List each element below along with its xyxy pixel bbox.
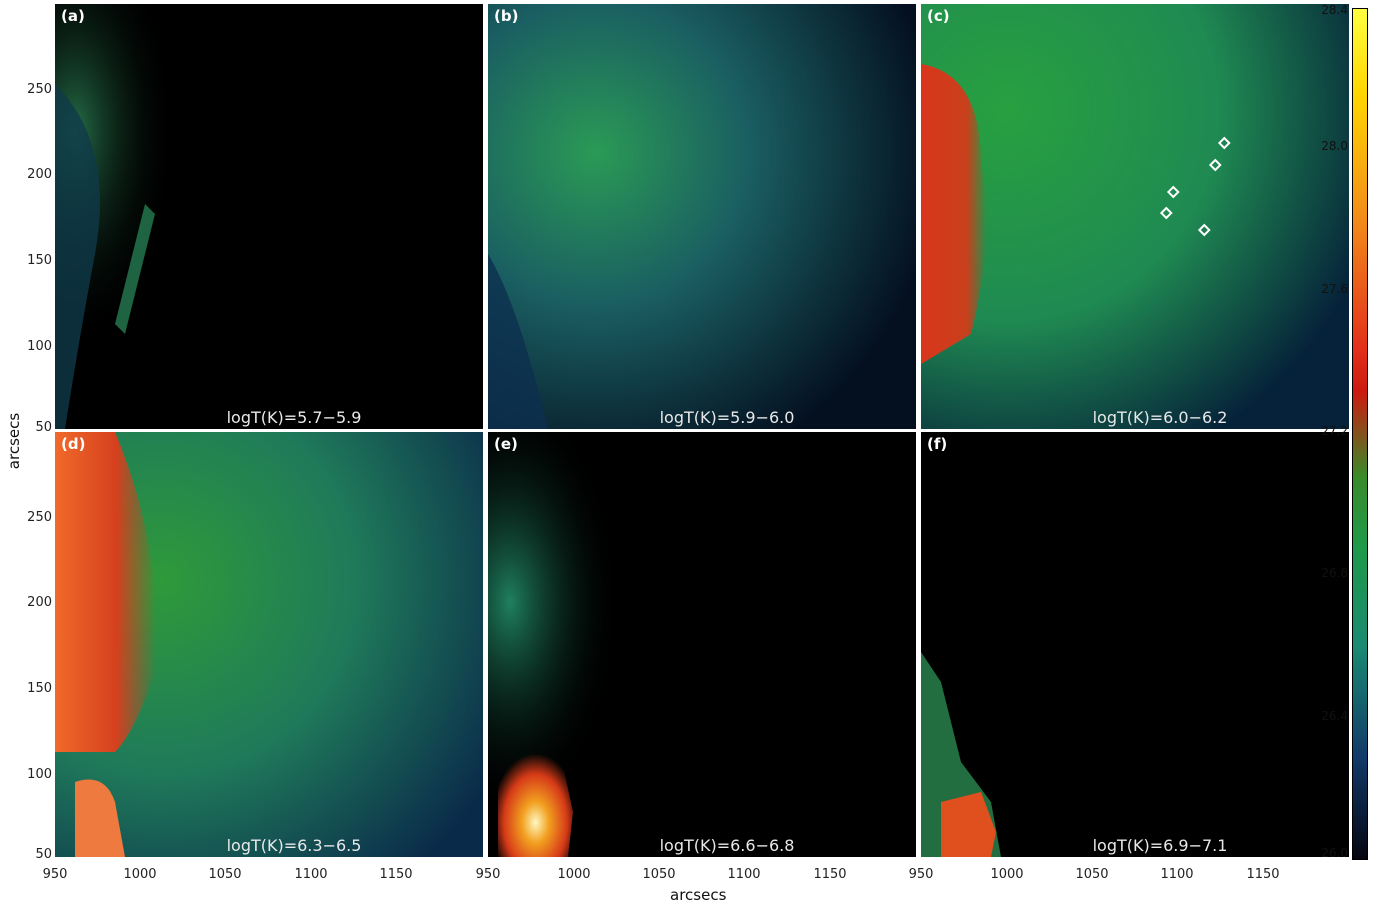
- x-tick-label: 1050: [208, 867, 242, 882]
- y-tick-label: 200: [27, 167, 52, 182]
- colorbar-tick-label: 28.0: [1321, 139, 1348, 153]
- panel-label: (d): [61, 435, 86, 453]
- marker-diamond: [1217, 136, 1231, 150]
- x-tick-label: 1000: [123, 867, 157, 882]
- panel-e-image: [488, 432, 916, 857]
- y-tick-label: 50: [35, 847, 52, 862]
- y-tick-label: 50: [35, 420, 52, 435]
- panel-a: (a) logT(K)=5.7−5.9: [55, 4, 483, 429]
- temperature-range-label: logT(K)=6.6−6.8: [659, 836, 795, 855]
- y-tick-label: 150: [27, 681, 52, 696]
- marker-diamond: [1197, 223, 1211, 237]
- y-tick-label: 150: [27, 253, 52, 268]
- colorbar: [1352, 8, 1368, 860]
- panel-label: (e): [494, 435, 518, 453]
- temperature-range-label: logT(K)=5.9−6.0: [659, 408, 795, 427]
- panel-b: (b) logT(K)=5.9−6.0: [488, 4, 916, 429]
- panel-label: (f): [927, 435, 948, 453]
- y-tick-label: 250: [27, 82, 52, 97]
- x-tick-label: 950: [475, 867, 501, 882]
- x-tick-label: 1000: [990, 867, 1024, 882]
- panel-f: (f) logT(K)=6.9−7.1: [921, 432, 1349, 857]
- panel-c: (c) logT(K)=6.0−6.2: [921, 4, 1349, 429]
- panel-d-image: [55, 432, 483, 857]
- colorbar-tick-label: 28.4: [1321, 3, 1348, 17]
- colorbar-tick-label: 26.0: [1321, 846, 1348, 860]
- y-tick-label: 100: [27, 767, 52, 782]
- panel-f-image: [921, 432, 1349, 857]
- marker-diamond: [1166, 185, 1180, 199]
- x-tick-label: 950: [908, 867, 934, 882]
- temperature-range-label: logT(K)=5.7−5.9: [226, 408, 362, 427]
- x-tick-label: 1000: [557, 867, 591, 882]
- x-tick-label: 1100: [294, 867, 328, 882]
- panel-b-image: [488, 4, 916, 429]
- colorbar-tick-label: 27.6: [1321, 282, 1348, 296]
- temperature-range-label: logT(K)=6.9−7.1: [1092, 836, 1228, 855]
- x-axis-title: arcsecs: [670, 886, 727, 904]
- panel-label: (a): [61, 7, 85, 25]
- x-tick-label: 1050: [1075, 867, 1109, 882]
- panel-c-image: [921, 4, 1349, 429]
- y-tick-label: 250: [27, 510, 52, 525]
- panel-label: (b): [494, 7, 519, 25]
- temperature-range-label: logT(K)=6.0−6.2: [1092, 408, 1228, 427]
- x-tick-label: 1100: [1160, 867, 1194, 882]
- marker-diamond: [1159, 206, 1173, 220]
- panel-label: (c): [927, 7, 950, 25]
- x-tick-label: 950: [42, 867, 68, 882]
- panel-d: (d) logT(K)=6.3−6.5: [55, 432, 483, 857]
- colorbar-tick-label: 26.4: [1321, 709, 1348, 723]
- colorbar-tick-label: 27.2: [1321, 424, 1348, 438]
- x-tick-label: 1050: [642, 867, 676, 882]
- x-tick-label: 1150: [379, 867, 413, 882]
- panel-e: (e) logT(K)=6.6−6.8: [488, 432, 916, 857]
- marker-diamond: [1208, 158, 1222, 172]
- y-tick-label: 100: [27, 339, 52, 354]
- colorbar-tick-label: 26.8: [1321, 566, 1348, 580]
- temperature-range-label: logT(K)=6.3−6.5: [226, 836, 362, 855]
- y-tick-label: 200: [27, 595, 52, 610]
- panel-a-image: [55, 4, 483, 429]
- x-tick-label: 1150: [813, 867, 847, 882]
- x-tick-label: 1150: [1246, 867, 1280, 882]
- x-tick-label: 1100: [727, 867, 761, 882]
